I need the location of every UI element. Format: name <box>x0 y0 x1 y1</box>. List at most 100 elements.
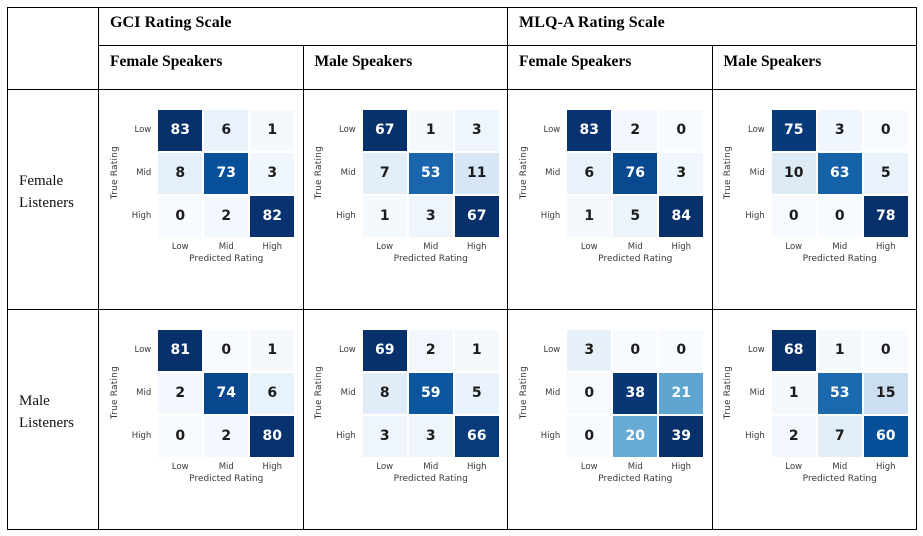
corner-cell <box>8 8 98 89</box>
x-tick-label: Mid <box>627 461 643 472</box>
heatmap-cell: 0 <box>659 109 704 151</box>
x-axis-label: Predicted Rating <box>802 253 877 264</box>
y-tick-labels: Low Mid High <box>327 330 363 457</box>
x-tick-label: Low <box>580 241 598 252</box>
heatmap-cell: 6 <box>567 152 612 194</box>
y-tick-label: High <box>336 431 356 441</box>
heatmap-body: True Rating Low Mid High 75 3 0 10 63 5 0 0 78 <box>721 109 908 237</box>
y-axis-label: True Rating <box>314 146 325 200</box>
y-tick-label: Low <box>543 125 561 135</box>
y-tick-label: Mid <box>749 168 765 178</box>
heatmap-cell: 84 <box>659 195 704 237</box>
y-axis-label: True Rating <box>518 146 529 200</box>
heatmap-cell: 3 <box>362 415 407 457</box>
x-axis-label: Predicted Rating <box>189 473 264 484</box>
y-tick-labels: Low Mid High <box>531 330 567 457</box>
y-tick-label: High <box>131 211 152 221</box>
heatmap-cell: 0 <box>863 329 908 371</box>
matrix-cell: True Rating Low Mid High 69 2 1 8 59 5 3 3 66 Low Mid H… <box>302 309 507 529</box>
heatmap-cell: 69 <box>362 329 407 371</box>
heatmap-body: True Rating Low Mid High 69 2 1 8 59 5 3 3 66 <box>312 329 499 457</box>
matrix-cell: True Rating Low Mid High 75 3 0 10 63 5 0 0 78 Low Mid… <box>711 89 916 309</box>
x-tick-labels: Low Mid High <box>158 242 294 252</box>
y-tick-label: Low <box>134 125 152 135</box>
y-tick-label: High <box>745 211 765 221</box>
heatmap-cell: 76 <box>613 152 658 194</box>
heatmap-cell: 8 <box>158 152 203 194</box>
y-axis-label: True Rating <box>518 366 529 420</box>
heatmap-cell: 3 <box>454 109 499 151</box>
heatmap-grid: 75 3 0 10 63 5 0 0 78 <box>771 109 908 237</box>
matrix-cell: True Rating Low Mid High 81 0 1 2 74 6 0 2 80 Low Mid H… <box>98 309 303 529</box>
heatmap-cell: 1 <box>817 329 862 371</box>
heatmap-cell: 67 <box>362 109 407 151</box>
heatmap-body: True Rating Low Mid High 81 0 1 2 74 6 0 2 80 <box>107 329 295 457</box>
heatmap-body: True Rating Low Mid High 83 6 1 8 73 3 0 2 82 <box>107 109 295 237</box>
y-tick-label: Low <box>339 345 356 355</box>
heatmap-cell: 83 <box>567 109 612 151</box>
y-tick-label: Mid <box>136 388 152 398</box>
heatmap-cell: 3 <box>408 195 453 237</box>
x-tick-label: High <box>262 241 283 252</box>
heatmap-cell: 60 <box>863 415 908 457</box>
heatmap-grid: 67 1 3 7 53 11 1 3 67 <box>362 109 499 237</box>
heatmap-cell: 39 <box>659 415 704 457</box>
heatmap-cell: 1 <box>250 109 295 151</box>
y-tick-labels: Low Mid High <box>736 110 772 237</box>
y-tick-label: Low <box>134 345 152 355</box>
y-tick-label: Mid <box>340 168 356 178</box>
confusion-matrix-fl-mlqa-female: True Rating Low Mid High 83 2 0 6 76 3 1 5 84 Low Mid H… <box>516 109 704 264</box>
heatmap-cell: 2 <box>613 109 658 151</box>
y-tick-labels: Low Mid High <box>736 330 772 457</box>
confusion-matrix-fl-mlqa-male: True Rating Low Mid High 75 3 0 10 63 5 0 0 78 Low Mid… <box>721 109 908 264</box>
confusion-matrix-ml-mlqa-male: True Rating Low Mid High 68 1 0 1 53 15 2 7 60 Low Mid… <box>721 329 908 484</box>
heatmap-cell: 66 <box>454 415 499 457</box>
x-axis-label: Predicted Rating <box>393 253 468 264</box>
heatmap-cell: 5 <box>863 152 908 194</box>
heatmap-body: True Rating Low Mid High 68 1 0 1 53 15 2 7 60 <box>721 329 908 457</box>
heatmap-cell: 21 <box>659 372 704 414</box>
x-tick-labels: Low Mid High <box>363 462 499 472</box>
y-axis-label: True Rating <box>314 366 325 420</box>
x-tick-label: Mid <box>218 461 234 472</box>
y-tick-labels: Low Mid High <box>531 110 567 237</box>
y-tick-labels: Low Mid High <box>327 110 363 237</box>
x-tick-label: Mid <box>423 241 439 252</box>
heatmap-cell: 3 <box>250 152 295 194</box>
heatmap-cell: 59 <box>408 372 453 414</box>
heatmap-cell: 67 <box>454 195 499 237</box>
confusion-matrix-fl-gci-male: True Rating Low Mid High 67 1 3 7 53 11 1 3 67 Low Mid… <box>312 109 499 264</box>
x-tick-label: Low <box>785 461 803 472</box>
x-tick-label: High <box>875 241 896 252</box>
x-tick-labels: Low Mid High <box>158 462 294 472</box>
heatmap-cell: 0 <box>567 372 612 414</box>
heatmap-grid: 69 2 1 8 59 5 3 3 66 <box>362 329 499 457</box>
heatmap-cell: 15 <box>863 372 908 414</box>
y-tick-label: Low <box>339 125 356 135</box>
heatmap-cell: 80 <box>250 415 295 457</box>
heatmap-grid: 81 0 1 2 74 6 0 2 80 <box>158 329 295 457</box>
heatmap-cell: 5 <box>613 195 658 237</box>
heatmap-cell: 1 <box>250 329 295 371</box>
matrix-cell: True Rating Low Mid High 83 6 1 8 73 3 0 2 82 Low Mid H… <box>98 89 303 309</box>
heatmap-body: True Rating Low Mid High 83 2 0 6 76 3 1 5 84 <box>516 109 704 237</box>
x-tick-label: Low <box>580 461 598 472</box>
y-tick-labels: Low Mid High <box>122 330 158 457</box>
y-tick-label: Mid <box>545 388 561 398</box>
heatmap-cell: 0 <box>863 109 908 151</box>
y-axis-label: True Rating <box>109 366 120 420</box>
heatmap-cell: 38 <box>613 372 658 414</box>
heatmap-cell: 7 <box>817 415 862 457</box>
heatmap-cell: 3 <box>408 415 453 457</box>
heatmap-cell: 7 <box>362 152 407 194</box>
column-header-mlqa-male-speakers: Male Speakers <box>711 45 916 89</box>
y-tick-label: Low <box>543 345 561 355</box>
results-table: GCI Rating Scale MLQ-A Rating Scale Fema… <box>7 7 917 530</box>
heatmap-cell: 1 <box>454 329 499 371</box>
x-axis-label: Predicted Rating <box>598 473 673 484</box>
confusion-matrix-ml-gci-female: True Rating Low Mid High 81 0 1 2 74 6 0 2 80 Low Mid H… <box>107 329 295 484</box>
x-tick-label: High <box>466 461 487 472</box>
x-tick-labels: Low Mid High <box>567 462 703 472</box>
column-group-gci: GCI Rating Scale <box>98 8 507 45</box>
y-axis-label: True Rating <box>723 146 734 200</box>
